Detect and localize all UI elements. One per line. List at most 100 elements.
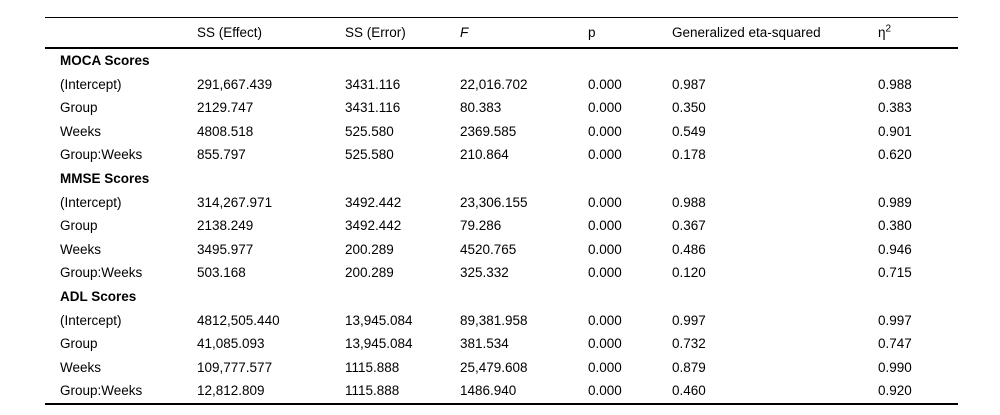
cell-ss-error: 3431.116 (345, 76, 401, 92)
row-label: Group:Weeks (60, 265, 143, 281)
table-row: (Intercept) 291,667.439 3431.116 22,016.… (45, 73, 958, 97)
cell-p: 0.000 (588, 123, 622, 139)
cell-ss-effect: 3495.977 (197, 241, 254, 257)
cell-ges: 0.460 (672, 383, 706, 399)
cell-ss-effect: 2129.747 (197, 100, 254, 116)
row-label: (Intercept) (60, 312, 122, 328)
cell-f: 23,306.155 (460, 194, 528, 210)
table-row: Weeks 3495.977 200.289 4520.765 0.000 0.… (45, 238, 958, 262)
table-row: Group:Weeks 855.797 525.580 210.864 0.00… (45, 143, 958, 167)
cell-ss-effect: 314,267.971 (197, 194, 273, 210)
cell-p: 0.000 (588, 147, 622, 163)
section-row-adl: ADL Scores (45, 285, 958, 309)
cell-ss-effect: 4812,505.440 (197, 312, 280, 328)
cell-p: 0.000 (588, 218, 622, 234)
cell-ges: 0.549 (672, 123, 706, 139)
row-label: Group:Weeks (60, 383, 143, 399)
cell-p: 0.000 (588, 265, 622, 281)
cell-f: 79.286 (460, 218, 502, 234)
cell-f: 4520.765 (460, 241, 517, 257)
cell-f: 22,016.702 (460, 76, 528, 92)
cell-ges: 0.120 (672, 265, 706, 281)
row-label: Weeks (60, 123, 102, 139)
cell-ss-effect: 109,777.577 (197, 359, 273, 375)
table-row: Group 2138.249 3492.442 79.286 0.000 0.3… (45, 214, 958, 238)
section-title: MOCA Scores (60, 53, 150, 69)
row-label: Group:Weeks (60, 147, 143, 163)
cell-eta-squared: 0.747 (878, 336, 912, 352)
table-row: Weeks 4808.518 525.580 2369.585 0.000 0.… (45, 120, 958, 144)
cell-p: 0.000 (588, 359, 622, 375)
cell-ss-error: 1115.888 (345, 359, 400, 375)
column-header-eta-squared: η2 (878, 23, 958, 40)
row-label: Group (60, 336, 98, 352)
section-title: ADL Scores (60, 288, 137, 304)
cell-ges: 0.988 (672, 194, 706, 210)
cell-ss-effect: 2138.249 (197, 218, 254, 234)
cell-eta-squared: 0.990 (878, 359, 912, 375)
cell-ss-effect: 291,667.439 (197, 76, 273, 92)
cell-ss-effect: 503.168 (197, 265, 246, 281)
cell-ss-effect: 855.797 (197, 147, 246, 163)
column-header-generalized-eta-squared: Generalized eta-squared (672, 24, 821, 40)
cell-ss-error: 525.580 (345, 147, 394, 163)
cell-p: 0.000 (588, 336, 622, 352)
cell-f: 25,479.608 (460, 359, 528, 375)
column-header-f: F (460, 24, 469, 40)
cell-f: 2369.585 (460, 123, 517, 139)
table-row: Group:Weeks 12,812.809 1115.888 1486.940… (45, 379, 958, 403)
table-row: Group 41,085.093 13,945.084 381.534 0.00… (45, 332, 958, 356)
cell-ges: 0.987 (672, 76, 706, 92)
cell-eta-squared: 0.989 (878, 194, 912, 210)
cell-ss-error: 525.580 (345, 123, 394, 139)
cell-f: 1486.940 (460, 383, 517, 399)
cell-ss-effect: 41,085.093 (197, 336, 265, 352)
section-row-mmse: MMSE Scores (45, 167, 958, 191)
cell-ges: 0.350 (672, 100, 706, 116)
cell-eta-squared: 0.383 (878, 100, 912, 116)
table-row: Group 2129.747 3431.116 80.383 0.000 0.3… (45, 96, 958, 120)
cell-eta-squared: 0.988 (878, 76, 912, 92)
table-header-row: SS (Effect) SS (Error) F p Generalized e… (45, 18, 958, 47)
cell-p: 0.000 (588, 241, 622, 257)
cell-p: 0.000 (588, 76, 622, 92)
column-header-ss-error: SS (Error) (345, 24, 406, 40)
row-label: (Intercept) (60, 194, 122, 210)
cell-f: 80.383 (460, 100, 502, 116)
table-bottom-rule (45, 402, 958, 405)
section-title: MMSE Scores (60, 171, 150, 187)
cell-eta-squared: 0.997 (878, 312, 912, 328)
cell-p: 0.000 (588, 383, 622, 399)
cell-eta-squared: 0.380 (878, 218, 912, 234)
cell-eta-squared: 0.901 (878, 123, 912, 139)
cell-eta-squared: 0.946 (878, 241, 912, 257)
table-row: (Intercept) 4812,505.440 13,945.084 89,3… (45, 309, 958, 333)
cell-ss-error: 13,945.084 (345, 312, 413, 328)
row-label: (Intercept) (60, 76, 122, 92)
cell-f: 89,381.958 (460, 312, 528, 328)
row-label: Weeks (60, 241, 102, 257)
table-header-rule (45, 47, 958, 49)
cell-ges: 0.486 (672, 241, 706, 257)
row-label: Group (60, 100, 98, 116)
table-row: Weeks 109,777.577 1115.888 25,479.608 0.… (45, 356, 958, 380)
cell-f: 381.534 (460, 336, 509, 352)
eta-symbol: η (878, 24, 886, 40)
eta-superscript: 2 (885, 23, 892, 35)
cell-ges: 0.732 (672, 336, 706, 352)
column-header-p: p (588, 24, 596, 40)
table-row: Group:Weeks 503.168 200.289 325.332 0.00… (45, 261, 958, 285)
cell-p: 0.000 (588, 194, 622, 210)
cell-eta-squared: 0.620 (878, 147, 912, 163)
cell-ss-error: 1115.888 (345, 383, 400, 399)
cell-ss-effect: 12,812.809 (197, 383, 265, 399)
cell-ss-error: 200.289 (345, 265, 394, 281)
cell-ss-error: 13,945.084 (345, 336, 413, 352)
row-label: Group (60, 218, 98, 234)
cell-ges: 0.997 (672, 312, 706, 328)
cell-ges: 0.879 (672, 359, 706, 375)
cell-ss-error: 3431.116 (345, 100, 401, 116)
cell-f: 325.332 (460, 265, 509, 281)
cell-ss-error: 200.289 (345, 241, 394, 257)
column-header-ss-effect: SS (Effect) (197, 24, 263, 40)
